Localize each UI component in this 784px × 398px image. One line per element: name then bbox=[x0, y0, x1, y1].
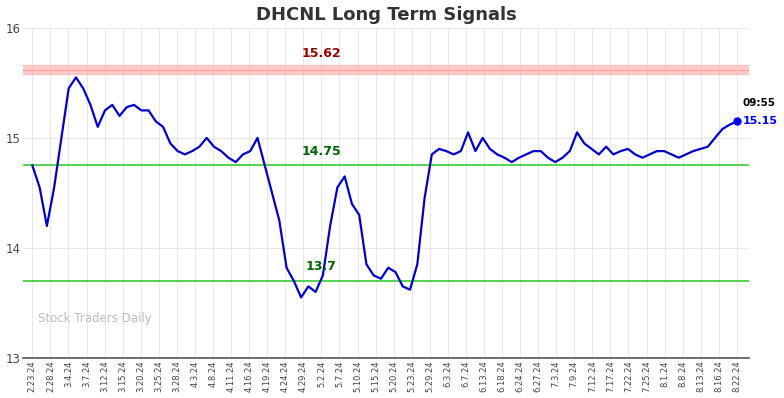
Text: 15.62: 15.62 bbox=[302, 47, 341, 60]
Text: Stock Traders Daily: Stock Traders Daily bbox=[38, 312, 151, 325]
Text: 14.75: 14.75 bbox=[302, 145, 341, 158]
Title: DHCNL Long Term Signals: DHCNL Long Term Signals bbox=[256, 6, 517, 23]
Text: 13.7: 13.7 bbox=[306, 260, 337, 273]
Text: 15.15: 15.15 bbox=[742, 116, 777, 127]
Text: 09:55: 09:55 bbox=[742, 98, 775, 108]
Bar bbox=[24, 65, 750, 74]
